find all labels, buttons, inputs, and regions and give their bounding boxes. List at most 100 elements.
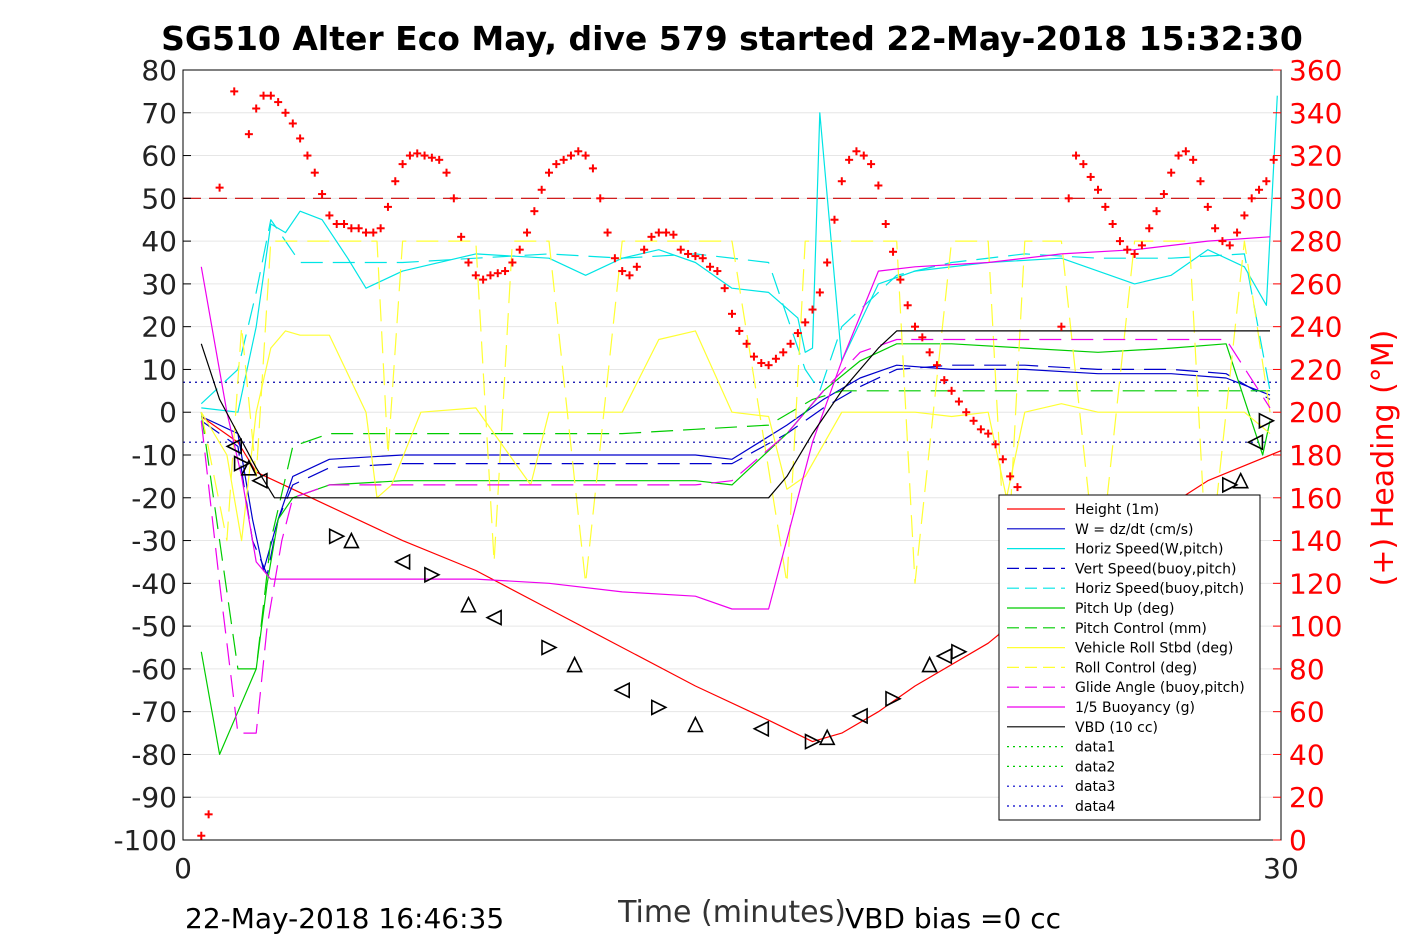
- heading-point: [837, 177, 846, 186]
- heading-point: [698, 254, 707, 263]
- legend-entry: Glide Angle (buoy,pitch): [1075, 680, 1245, 696]
- heading-point: [903, 301, 912, 310]
- heading-point: [493, 269, 502, 278]
- heading-point: [596, 194, 605, 203]
- heading-point: [1167, 168, 1176, 177]
- triangle-marker: [1258, 412, 1276, 430]
- heading-point: [1159, 190, 1168, 199]
- triangle-marker: [650, 699, 668, 716]
- triangle-marker: [1246, 433, 1264, 451]
- legend-entry: Vehicle Roll Stbd (deg): [1075, 641, 1233, 657]
- heading-point: [1101, 202, 1110, 211]
- heading-point: [998, 455, 1007, 464]
- legend-entry: 1/5 Buoyancy (g): [1075, 700, 1195, 716]
- heading-point: [815, 288, 824, 297]
- heading-point: [1255, 185, 1264, 194]
- heading-point: [640, 245, 649, 254]
- heading-point: [1057, 322, 1066, 331]
- heading-point: [442, 168, 451, 177]
- heading-point: [1123, 245, 1132, 254]
- heading-point: [340, 220, 349, 228]
- heading-point: [830, 215, 839, 224]
- heading-point: [230, 87, 239, 96]
- y-tick-label: 80: [141, 54, 177, 87]
- heading-point: [749, 352, 758, 361]
- heading-point: [1072, 151, 1081, 160]
- heading-point: [889, 247, 898, 256]
- heading-point: [632, 262, 641, 271]
- heading-point: [288, 119, 297, 128]
- series-layer: [200, 95, 1282, 756]
- heading-point: [259, 91, 268, 100]
- y-tick-label: 20: [141, 311, 177, 344]
- heading-point: [618, 267, 627, 276]
- heading-point: [706, 262, 715, 271]
- heading-point: [508, 258, 517, 267]
- heading-point: [1094, 185, 1102, 194]
- heading-point: [720, 284, 729, 293]
- heading-point: [1269, 155, 1278, 164]
- heading-point: [1196, 177, 1205, 186]
- heading-point: [1006, 472, 1015, 481]
- heading-point: [413, 149, 422, 158]
- heading-point: [793, 329, 802, 338]
- heading-markers: [197, 87, 1278, 840]
- y-tick-label: -100: [113, 824, 177, 857]
- heading-point: [786, 339, 795, 348]
- triangle-marker: [885, 690, 902, 708]
- heading-point: [1225, 241, 1234, 250]
- heading-point: [449, 194, 458, 203]
- axis-ticks: 80706050403020100-10-20-30-40-50-60-70-8…: [113, 54, 1342, 885]
- triangle-marker: [613, 682, 631, 699]
- heading-point: [252, 104, 261, 113]
- heading-point: [881, 220, 890, 228]
- heading-point: [318, 190, 327, 199]
- legend-entry: Pitch Up (deg): [1075, 601, 1174, 617]
- y-tick-label: 0: [159, 396, 177, 429]
- heading-point: [362, 228, 370, 237]
- heading-point: [566, 151, 575, 160]
- heading-point: [852, 147, 861, 156]
- triangle-marker: [460, 595, 477, 613]
- y2-tick-label: 100: [1289, 610, 1342, 643]
- heading-point: [684, 249, 693, 258]
- heading-point: [771, 354, 780, 363]
- heading-point: [1233, 228, 1242, 237]
- triangle-marker: [752, 720, 770, 738]
- legend: Height (1m) W = dz/dt (cm/s) Horiz Speed(W…: [998, 494, 1261, 821]
- heading-point: [947, 386, 956, 395]
- y2-tick-label: 80: [1289, 653, 1325, 686]
- series-vert-speed-buoy-pitch: [200, 364, 1271, 576]
- series-w-dz-dt-cm-s: [201, 364, 1271, 572]
- legend-entry: W = dz/dt (cm/s): [1075, 522, 1194, 538]
- heading-point: [405, 151, 414, 160]
- y-tick-label: -70: [131, 696, 177, 729]
- heading-point: [204, 810, 213, 819]
- heading-point: [654, 228, 663, 237]
- heading-point: [859, 151, 868, 160]
- y2-tick-label: 40: [1289, 738, 1325, 771]
- heading-point: [354, 224, 363, 233]
- heading-point: [1218, 237, 1227, 246]
- heading-point: [581, 151, 590, 160]
- triangle-marker: [251, 472, 268, 489]
- y2-tick-label: 20: [1289, 781, 1325, 814]
- heading-point: [310, 168, 319, 177]
- triangle-marker: [424, 566, 441, 584]
- heading-point: [932, 361, 941, 370]
- heading-point: [918, 333, 927, 342]
- heading-point: [296, 134, 305, 143]
- triangle-marker: [541, 639, 558, 656]
- y-tick-label: -40: [131, 567, 177, 600]
- legend-entry: Vert Speed(buoy,pitch): [1075, 561, 1237, 577]
- heading-point: [325, 211, 334, 220]
- y-tick-label: -50: [131, 610, 177, 643]
- heading-point: [420, 151, 429, 160]
- y-tick-label: -80: [131, 738, 177, 771]
- triangle-marker: [328, 528, 346, 545]
- heading-point: [552, 160, 561, 169]
- y2-tick-label: 240: [1289, 311, 1342, 344]
- heading-point: [742, 339, 751, 348]
- y2-tick-label: 260: [1289, 268, 1342, 301]
